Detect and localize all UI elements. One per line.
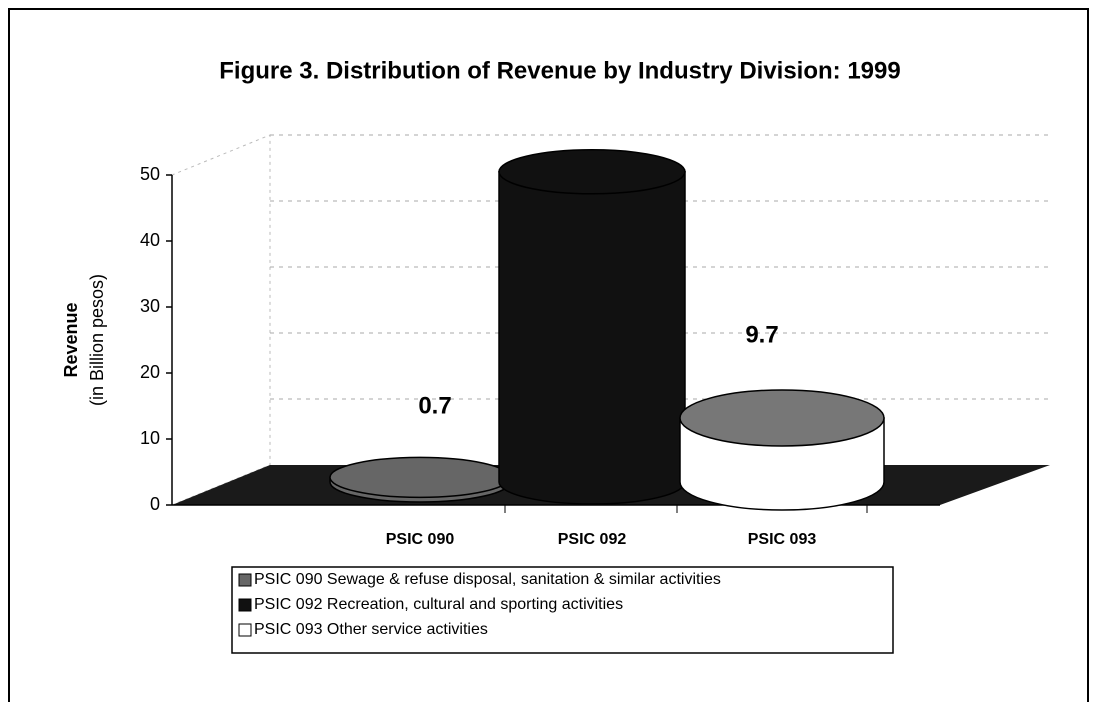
- y-tick-label: 30: [140, 296, 160, 316]
- legend-swatch: [238, 598, 252, 612]
- x-tick-label: PSIC 090: [386, 531, 455, 548]
- data-label: 9.7: [745, 321, 778, 348]
- y-tick-label: 20: [140, 362, 160, 382]
- data-label: 0.7: [418, 393, 451, 420]
- legend-swatch: [238, 623, 252, 637]
- cylinder-top: [679, 389, 885, 447]
- cylinder-top: [329, 456, 511, 499]
- y-axis-sublabel: (in Billion pesos): [87, 274, 107, 406]
- y-tick-label: 50: [140, 164, 160, 184]
- y-tick-label: 10: [140, 428, 160, 448]
- legend-box: [231, 566, 894, 654]
- frame: [8, 8, 1089, 702]
- x-tick-label: PSIC 093: [748, 531, 817, 548]
- legend-label: PSIC 092 Recreation, cultural and sporti…: [254, 596, 623, 613]
- side-wall: [171, 134, 271, 506]
- cylinder: [498, 171, 686, 505]
- legend-swatch: [238, 573, 252, 587]
- x-tick-label: PSIC 092: [558, 531, 627, 548]
- legend-label: PSIC 093 Other service activities: [254, 621, 488, 638]
- chart-title: Figure 3. Distribution of Revenue by Ind…: [219, 57, 900, 84]
- cylinder-top: [498, 149, 686, 195]
- y-axis-label: Revenue: [61, 302, 81, 377]
- y-tick-label: 40: [140, 230, 160, 250]
- legend-label: PSIC 090 Sewage & refuse disposal, sanit…: [254, 571, 721, 588]
- y-tick-label: 0: [150, 494, 160, 514]
